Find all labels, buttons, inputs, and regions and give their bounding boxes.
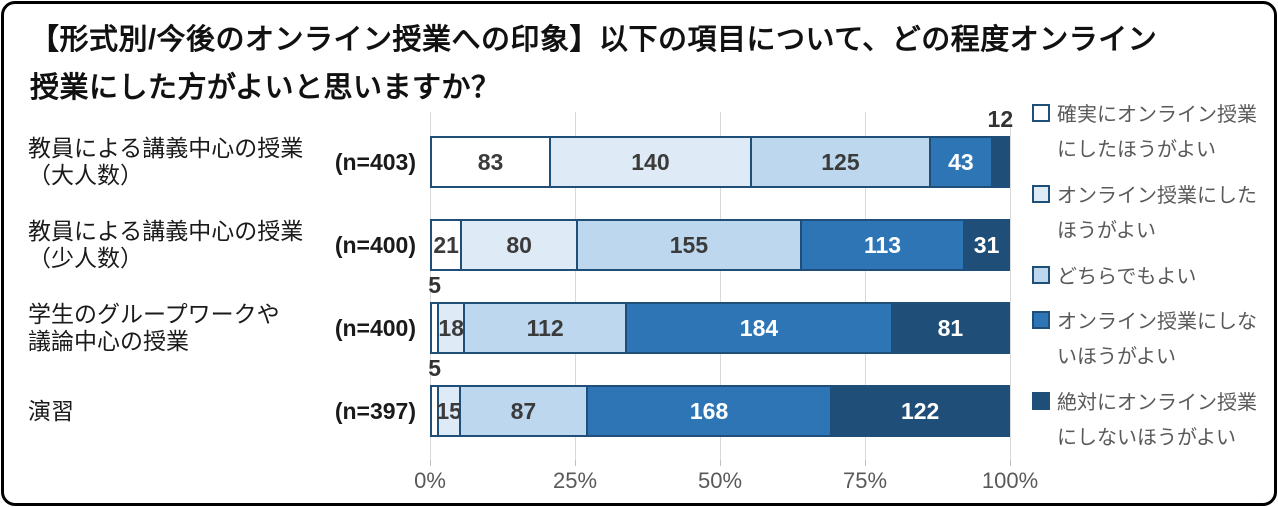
value-label: 5 (428, 355, 442, 381)
legend-swatch-icon (1032, 392, 1050, 410)
bar-row: 21 80 155 113 31 (430, 219, 1010, 271)
legend-label: 絶対にオンライン授業にしないほうがよい (1057, 392, 1257, 449)
x-axis-tick (575, 460, 576, 466)
value-label: 184 (739, 314, 779, 341)
x-axis-tick (1010, 460, 1011, 466)
bar-segment: 125 (750, 137, 931, 187)
n-label: (n=403) (334, 148, 416, 175)
bar-segment: 15 (436, 386, 462, 436)
value-label: 113 (863, 231, 902, 258)
legend-swatch-icon (1032, 311, 1050, 330)
bar-row: 5 18 112 184 81 (428, 272, 1010, 354)
value-label: 21 (433, 231, 459, 258)
x-tick-label: 100% (981, 468, 1039, 493)
category-label: 教員による講義中心の授業 （大人数） (28, 135, 304, 188)
bar-segment: 21 (431, 220, 462, 270)
category-label: 演習 (28, 397, 74, 424)
n-label: (n=397) (334, 397, 416, 424)
x-tick-label: 25% (552, 468, 598, 493)
gridline (430, 112, 431, 460)
value-label: 81 (937, 314, 964, 341)
value-label: 80 (506, 231, 532, 258)
n-label: (n=400) (334, 314, 416, 341)
value-label: 83 (477, 148, 504, 175)
bar-segment: 5 (428, 272, 441, 353)
x-axis: 0% 25% 50% 75% 100% (414, 468, 1038, 494)
legend-item: オンライン授業にしたほうがよい (1032, 179, 1274, 249)
x-tick-label: 50% (697, 468, 743, 493)
category-label-block: 学生のグループワークや 議論中心の授業 (n=400) (28, 301, 422, 354)
bar-segment: 5 (428, 355, 441, 436)
bar-segment: 18 (438, 303, 465, 353)
value-label: 12 (987, 106, 1014, 132)
value-label: 87 (510, 397, 537, 424)
value-label: 5 (428, 272, 442, 298)
value-label: 112 (526, 314, 564, 341)
bar-segment: 168 (586, 386, 832, 436)
value-label: 31 (973, 231, 1000, 258)
bar-segment: 113 (800, 220, 965, 270)
bar-segment: 87 (460, 386, 587, 436)
legend-item: どちらでもよい (1032, 260, 1274, 295)
bar-segment: 122 (831, 386, 1009, 436)
category-label-block: 教員による講義中心の授業 （大人数） (n=403) (28, 135, 422, 188)
gridline (865, 112, 866, 460)
legend-item: オンライン授業にしないほうがよい (1032, 305, 1274, 375)
bar-segment: 12 (988, 106, 1013, 187)
bar-segment: 112 (464, 303, 627, 353)
category-label: 学生のグループワークや 議論中心の授業 (28, 301, 280, 354)
legend-item: 絶対にオンライン授業にしないほうがよい (1032, 386, 1274, 456)
chart-title: 【形式別/今後のオンライン授業への印象】以下の項目について、どの程度オンライン … (30, 16, 1250, 112)
legend-swatch-icon (1032, 184, 1050, 203)
legend-label: 確実にオンライン授業にしたほうがよい (1057, 104, 1257, 161)
x-tick-label: 75% (842, 468, 888, 493)
bar-segment: 184 (626, 303, 892, 353)
bar-segment: 31 (964, 220, 1009, 270)
legend-label: オンライン授業にしたほうがよい (1057, 184, 1257, 242)
category-label: 教員による講義中心の授業 （少人数） (28, 218, 304, 271)
bar-segment: 83 (431, 137, 551, 187)
bar-segment: 80 (461, 220, 577, 270)
bar-row: 5 15 87 168 122 (428, 355, 1010, 437)
category-label-block: 演習 (n=397) (28, 385, 422, 437)
legend-label: どちらでもよい (1057, 265, 1197, 288)
legend-swatch-icon (1032, 265, 1050, 284)
bar-segment: 155 (576, 220, 801, 270)
legend-item: 確実にオンライン授業にしたほうがよい (1032, 98, 1274, 168)
n-label: (n=400) (334, 231, 416, 258)
x-tick-label: 0% (414, 468, 446, 493)
gridline (720, 112, 721, 460)
legend: 確実にオンライン授業にしたほうがよい オンライン授業にしたほうがよいどちらでもよい… (1032, 98, 1274, 456)
x-axis-tick (430, 460, 431, 466)
value-label: 18 (438, 314, 465, 341)
bar-segment: 140 (550, 137, 751, 187)
value-label: 122 (900, 397, 940, 424)
chart-title-line2: 授業にした方がよいと思いますか？ (30, 72, 501, 104)
gridline (575, 112, 576, 460)
bar-segment: 43 (930, 137, 992, 187)
bar-segment: 81 (891, 303, 1009, 353)
value-label: 43 (948, 148, 974, 175)
chart-title-line1: 【形式別/今後のオンライン授業への印象】以下の項目について、どの程度オンライン (30, 24, 1158, 56)
value-label: 155 (669, 231, 709, 258)
gridline (1010, 112, 1011, 460)
bar-row: 83 140 125 43 12 (430, 106, 1013, 188)
value-label: 140 (631, 148, 670, 175)
value-label: 15 (436, 397, 462, 424)
legend-label: オンライン授業にしないほうがよい (1057, 311, 1257, 369)
x-axis-tick (720, 460, 721, 466)
legend-swatch-icon (1032, 104, 1050, 122)
value-label: 125 (821, 148, 860, 175)
value-label: 168 (689, 397, 729, 424)
plot-area: 83 140 125 43 12 21 80 155 113 31 5 18 112 184 81 5 15 87… (428, 106, 1013, 466)
category-label-block: 教員による講義中心の授業 （少人数） (n=400) (28, 218, 422, 271)
x-axis-tick (865, 460, 866, 466)
